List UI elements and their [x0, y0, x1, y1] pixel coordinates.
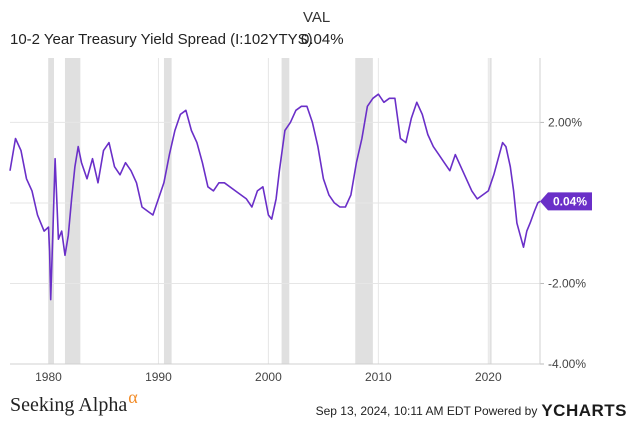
x-tick-label-2000: 2000: [255, 370, 282, 384]
series: [9, 93, 541, 301]
last-value-flag-shape: [540, 192, 592, 211]
footer-attribution: Sep 13, 2024, 10:11 AM EDT Powered by YC…: [316, 401, 627, 421]
recession-band-0: [48, 58, 54, 364]
recession-band-4: [355, 58, 373, 364]
last-value-label: 0.04%: [553, 194, 587, 208]
x-tick-label-1990: 1990: [145, 370, 172, 384]
series-line: [9, 93, 541, 301]
axis-labels: 1980 1990 2000 2010 2020 2.00% -2.00% -4.00% 0.0…: [35, 115, 592, 384]
x-tick-label-1980: 1980: [35, 370, 62, 384]
recession-band-3: [281, 58, 290, 364]
seeking-alpha-logo: Seeking Alphaα: [10, 387, 138, 417]
x-tick-label-2020: 2020: [475, 370, 502, 384]
legend-series-name: 10-2 Year Treasury Yield Spread (I:102YT…: [10, 31, 313, 48]
y-tick-label--2: -2.00%: [548, 276, 586, 290]
recession-band-2: [163, 58, 172, 364]
seeking-alpha-wordmark: Seeking Alpha: [10, 394, 128, 416]
recession-band-5: [489, 58, 492, 364]
footer-timestamp: Sep 13, 2024, 10:11 AM EDT Powered by: [315, 404, 538, 418]
y-tick-label-2: 2.00%: [548, 115, 582, 129]
alpha-symbol-icon: α: [128, 387, 138, 407]
last-value-flag: 0.04%: [540, 192, 592, 211]
y-tick-label--4: -4.00%: [548, 357, 586, 371]
grid-lines: [10, 58, 540, 365]
legend-column-header: VAL: [303, 9, 331, 26]
axes: [10, 58, 544, 365]
legend-series-value: 0.04%: [301, 31, 344, 48]
recession-bands: [48, 58, 492, 364]
x-tick-label-2010: 2010: [365, 370, 392, 384]
recession-band-1: [64, 58, 81, 364]
ycharts-logo: YCHARTS: [541, 401, 627, 420]
